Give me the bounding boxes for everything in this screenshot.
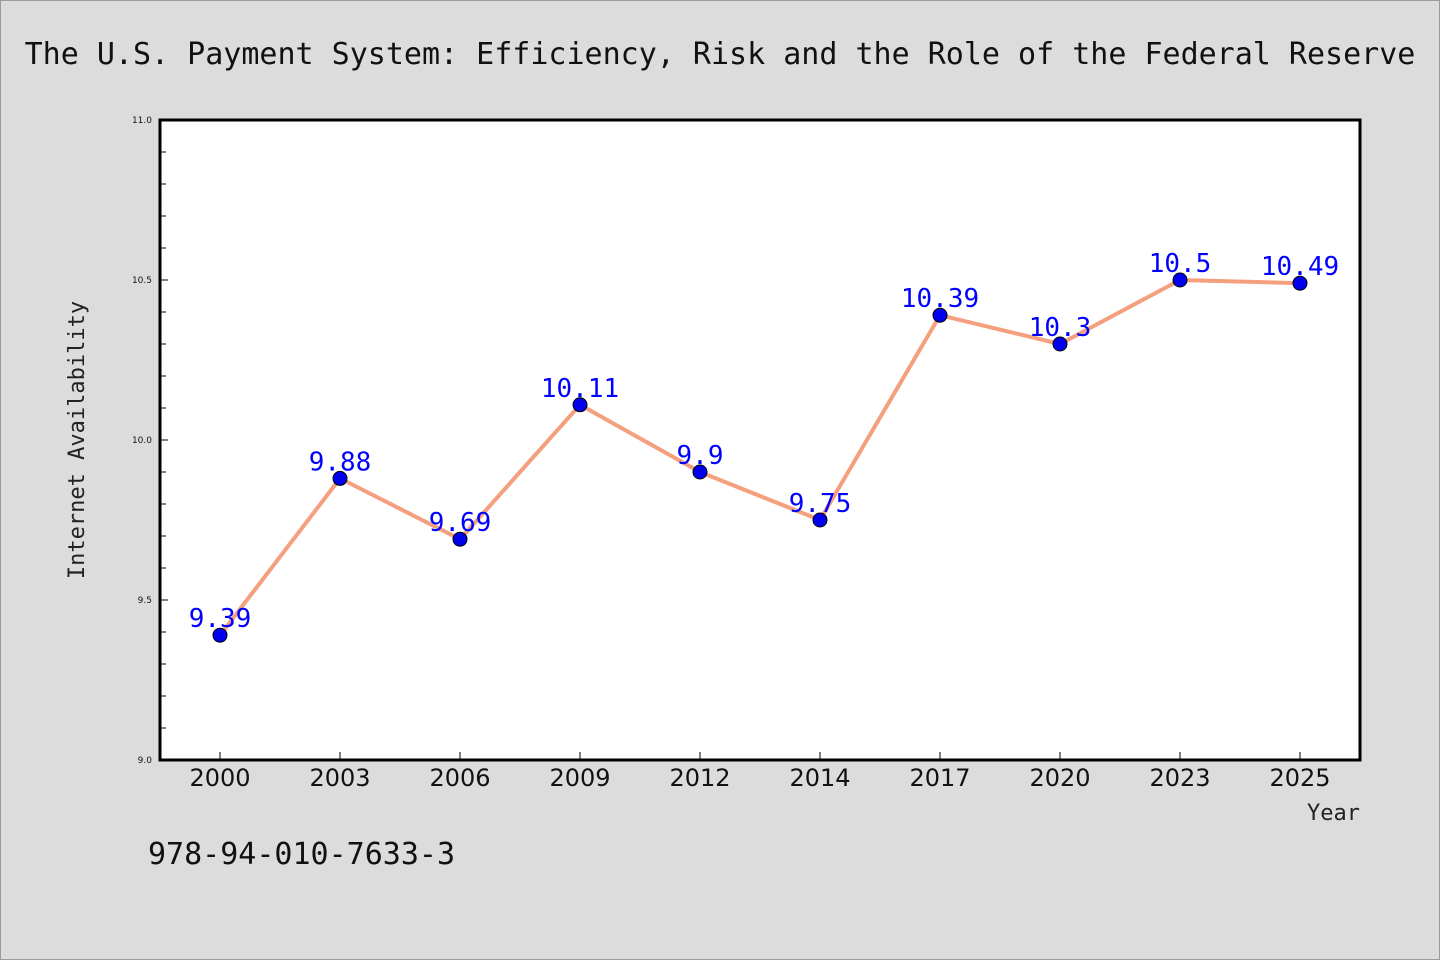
y-tick-label: 11.0 [132,116,152,126]
series-line [218,278,1302,638]
data-labels: 9.39 9.88 9.69 10.11 9.9 9.75 10.39 10.3 10.5 10.… [189,249,1339,634]
data-label: 9.69 [429,508,492,538]
x-axis-label: Year [1307,801,1360,826]
data-point [212,627,228,643]
data-point [1292,275,1308,291]
x-tick-label: 2014 [789,764,850,792]
plot-border [158,118,1362,762]
x-tick-label: 2020 [1029,764,1090,792]
data-label: 10.5 [1149,249,1212,279]
data-point [1052,336,1068,352]
data-label: 10.49 [1261,252,1339,282]
plot-area [160,120,1360,760]
data-label: 10.11 [541,374,619,404]
y-tick-label: 10.0 [132,436,152,446]
x-tick-label: 2023 [1149,764,1210,792]
data-point [332,470,348,486]
chart-title: The U.S. Payment System: Efficiency, Ris… [25,37,1416,72]
y-axis-label: Internet Availability [65,301,90,579]
x-tick-label: 2025 [1269,764,1330,792]
data-label: 9.75 [789,489,852,519]
x-tick-label: 2006 [429,764,490,792]
data-point [692,464,708,480]
isbn-text: 978-94-010-7633-3 [148,837,455,872]
data-point [932,307,948,323]
data-label: 10.39 [901,284,979,314]
y-tick-label: 10.5 [132,276,152,286]
data-label: 9.88 [309,447,372,477]
data-label: 10.3 [1029,313,1092,343]
data-point [572,397,588,413]
x-tick-label: 2009 [549,764,610,792]
data-point [812,512,828,528]
x-tick-label: 2017 [909,764,970,792]
x-tick-label: 2003 [309,764,370,792]
y-tick-label: 9.5 [138,596,152,606]
x-axis-ticks: 2000 2003 2006 2009 2012 2014 2017 2020 2023 2025 [189,752,1331,792]
y-tick-label: 9.0 [138,756,153,766]
x-tick-label: 2000 [189,764,250,792]
series-markers [212,272,1308,643]
x-tick-label: 2012 [669,764,730,792]
data-label: 9.39 [189,604,252,634]
data-label: 9.9 [677,441,724,471]
data-point [452,531,468,547]
data-point [1172,272,1188,288]
